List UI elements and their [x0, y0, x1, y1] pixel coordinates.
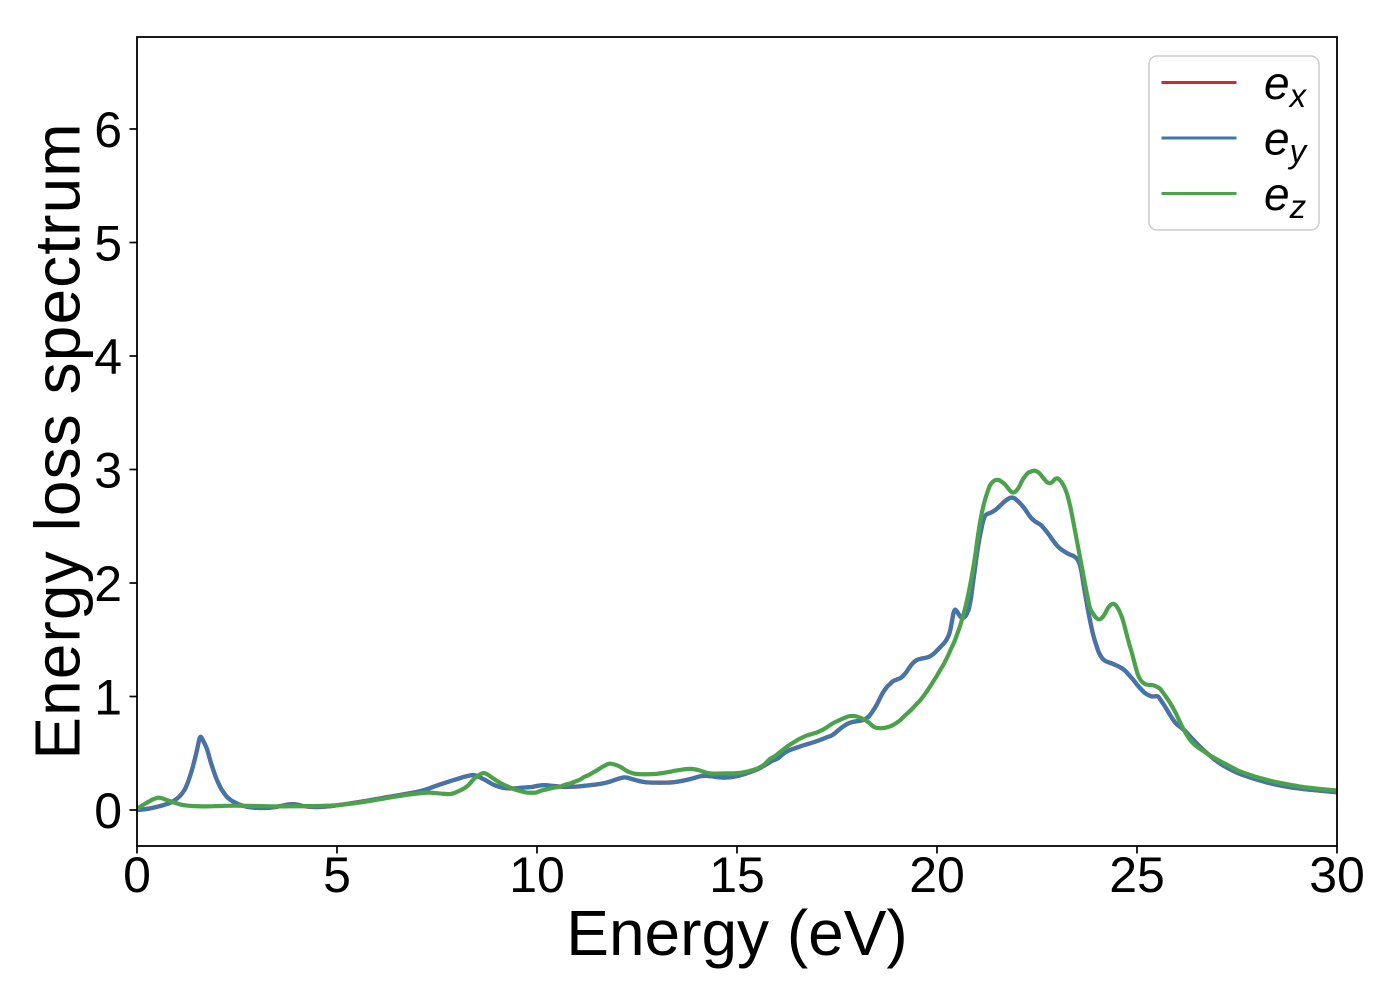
svg-text:Energy loss spectrum: Energy loss spectrum — [22, 122, 94, 759]
svg-text:5: 5 — [323, 847, 351, 903]
svg-text:4: 4 — [94, 329, 122, 385]
svg-text:Energy (eV): Energy (eV) — [566, 897, 907, 969]
svg-text:1: 1 — [94, 670, 122, 726]
svg-text:0: 0 — [123, 847, 151, 903]
svg-text:ez: ez — [1264, 168, 1307, 225]
svg-text:6: 6 — [94, 102, 122, 158]
svg-text:3: 3 — [94, 443, 122, 499]
svg-text:0: 0 — [94, 783, 122, 839]
svg-text:30: 30 — [1309, 847, 1365, 903]
svg-text:20: 20 — [909, 847, 965, 903]
svg-text:10: 10 — [509, 847, 565, 903]
svg-text:25: 25 — [1109, 847, 1165, 903]
svg-text:5: 5 — [94, 216, 122, 272]
svg-text:2: 2 — [94, 556, 122, 612]
svg-text:15: 15 — [709, 847, 765, 903]
